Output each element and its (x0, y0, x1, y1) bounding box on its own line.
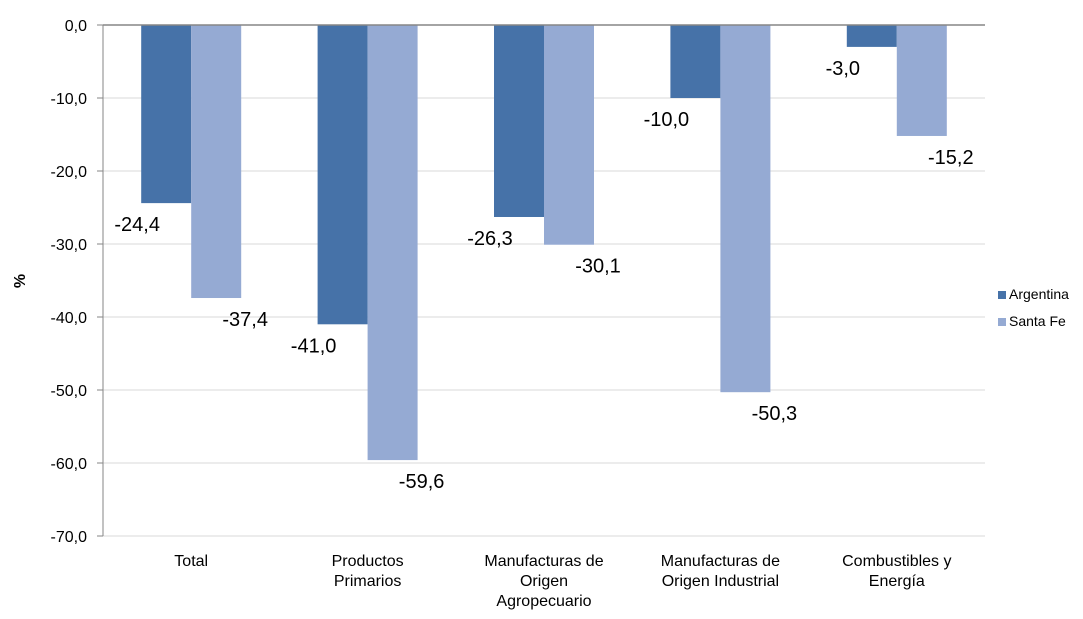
y-tick-label: -30,0 (51, 237, 88, 254)
axes: 0,0 -10,0 -20,0 -30,0 -40,0 -50,0 -60,0 -70,0% T… (12, 18, 985, 610)
bar-santa-fe (367, 25, 418, 461)
bar-argentina (141, 25, 192, 204)
y-tick-label: 0,0 (65, 18, 87, 35)
category-label: Agropecuario (496, 593, 591, 610)
y-axis-title: % (12, 274, 29, 288)
y-tick-label: -40,0 (51, 310, 88, 327)
data-label: -37,4 (222, 309, 268, 331)
legend-swatch (998, 291, 1006, 299)
category-label: Primarios (334, 573, 402, 590)
data-label: -24,4 (114, 214, 160, 236)
bar-argentina (494, 25, 544, 217)
y-tick-label: -60,0 (51, 456, 88, 473)
bar-argentina (317, 25, 368, 325)
data-label: -26,3 (467, 228, 513, 250)
data-label: -15,2 (928, 147, 974, 169)
data-labels: -24,4 -37,4 -41,0 -59,6 -26,3 -30,1 -10,0 -50,3… (114, 58, 973, 493)
category-label: Manufacturas de (484, 553, 603, 570)
category-label: Origen Industrial (662, 573, 779, 590)
category-label: Combustibles y (842, 553, 951, 570)
category-label: Origen (520, 573, 568, 590)
legend-swatch (998, 318, 1006, 326)
category-label: Energía (869, 573, 925, 590)
legend-label: Santa Fe (1009, 313, 1066, 329)
y-tick-label: -20,0 (51, 164, 88, 181)
category-label: Manufacturas de (661, 553, 780, 570)
category-label: Productos (332, 553, 404, 570)
bar-santa-fe (720, 25, 771, 393)
bar-santa-fe (544, 25, 594, 245)
data-label: -3,0 (826, 58, 860, 80)
bar-argentina (670, 25, 721, 98)
y-tick-label: -50,0 (51, 383, 88, 400)
category-label: Total (174, 553, 208, 570)
data-label: -10,0 (644, 109, 690, 131)
bar-santa-fe (896, 25, 947, 136)
y-tick-label: -70,0 (51, 529, 88, 546)
legend: Argentina Santa Fe (998, 286, 1069, 329)
bar-argentina (846, 25, 897, 47)
data-label: -50,3 (752, 403, 798, 425)
bar-santa-fe (191, 25, 242, 299)
legend-label: Argentina (1009, 286, 1069, 302)
data-label: -59,6 (399, 471, 445, 493)
y-tick-label: -10,0 (51, 91, 88, 108)
data-label: -41,0 (291, 335, 337, 357)
data-label: -30,1 (575, 256, 621, 278)
bars (141, 25, 947, 461)
